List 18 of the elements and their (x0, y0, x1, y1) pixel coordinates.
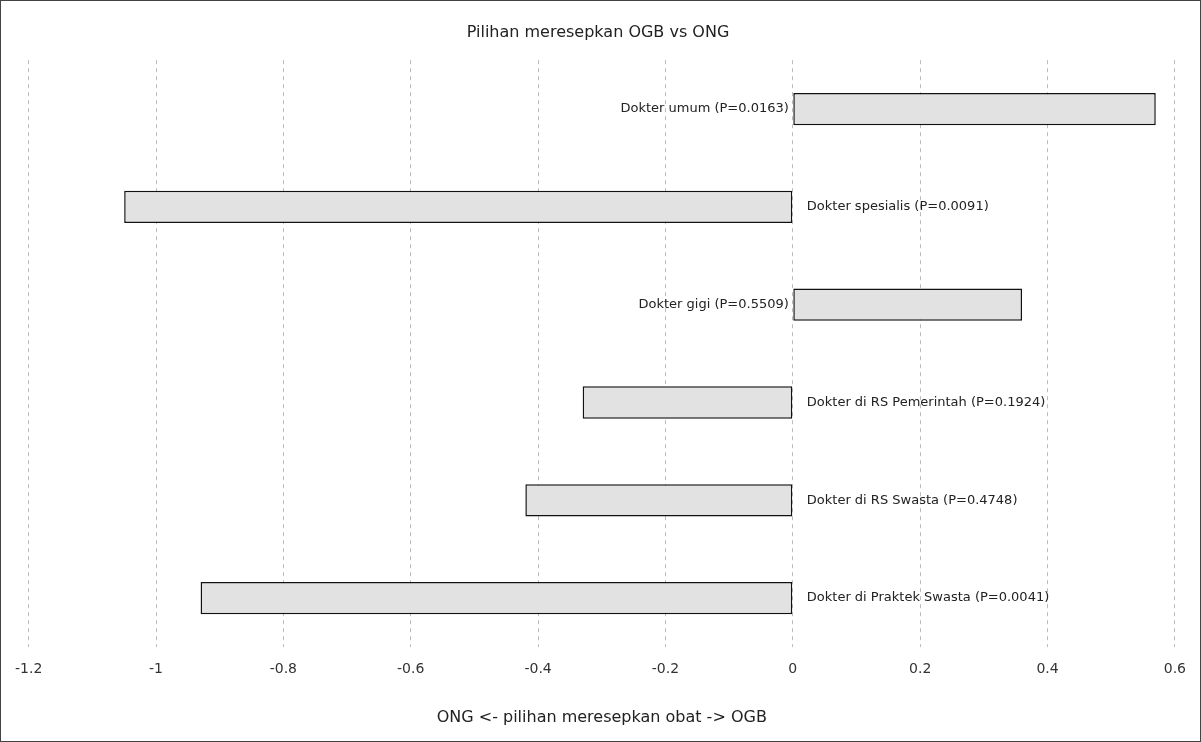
x-tick-label: 0.6 (1163, 660, 1187, 677)
y-tick-label: Dokter spesialis (P=0.0091) (806, 198, 989, 214)
y-tick-label: Dokter gigi (P=0.5509) (638, 296, 789, 312)
y-tick-label: Dokter di RS Swasta (P=0.4748) (806, 491, 1018, 507)
x-tick-label: 0 (788, 660, 798, 677)
x-tick-label: 0.2 (909, 660, 932, 677)
x-tick-label: -0.4 (524, 660, 552, 677)
x-tick-label: -0.6 (397, 660, 425, 677)
chart-title: Pilihan meresepkan OGB vs ONG (466, 21, 730, 41)
x-tick-label: -1.2 (14, 660, 43, 677)
y-tick-label: Dokter di RS Pemerintah (P=0.1924) (806, 393, 1046, 409)
x-tick-label: -0.8 (269, 660, 298, 677)
x-axis-title: ONG <- pilihan meresepkan obat -> OGB (436, 706, 767, 726)
x-tick-label: -0.2 (651, 660, 680, 677)
y-tick-label: Dokter di Praktek Swasta (P=0.0041) (806, 589, 1050, 605)
x-tick-label: 0.4 (1036, 660, 1059, 677)
y-tick-label: Dokter umum (P=0.0163) (620, 100, 789, 116)
x-tick-label: -1 (149, 660, 163, 677)
